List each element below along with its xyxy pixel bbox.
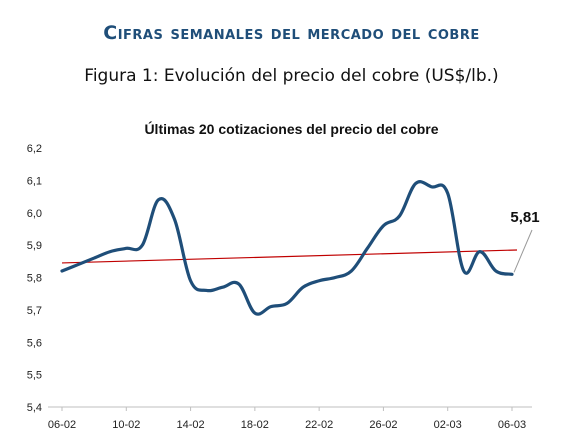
y-tick-label: 6,2 bbox=[27, 143, 42, 155]
x-tick-label: 26-02 bbox=[369, 419, 397, 430]
x-tick-label: 10-02 bbox=[112, 419, 140, 430]
x-tick-label: 22-02 bbox=[305, 419, 333, 430]
x-tick-label: 02-03 bbox=[434, 419, 462, 430]
trend-line bbox=[61, 249, 518, 264]
y-tick-label: 5,8 bbox=[27, 273, 42, 285]
y-tick-label: 6,1 bbox=[27, 175, 42, 187]
report-header: Cifras semanales del mercado del cobre bbox=[103, 22, 480, 44]
x-tick-label: 18-02 bbox=[241, 419, 269, 430]
y-tick-label: 5,6 bbox=[27, 337, 42, 349]
price-series-line bbox=[60, 180, 514, 316]
y-tick-label: 5,4 bbox=[27, 402, 42, 414]
figure-title: Figura 1: Evolución del precio del cobre… bbox=[84, 66, 499, 86]
y-tick-label: 6,0 bbox=[27, 208, 42, 220]
x-tick-label: 14-02 bbox=[177, 419, 205, 430]
y-tick-label: 5,9 bbox=[27, 240, 42, 252]
callout-leader-line bbox=[513, 229, 533, 273]
x-tick-label: 06-03 bbox=[498, 419, 526, 430]
y-tick-label: 5,7 bbox=[27, 305, 42, 317]
last-value-label: 5,81 bbox=[510, 209, 539, 226]
y-tick-label: 5,5 bbox=[27, 370, 42, 382]
x-tick-label: 06-02 bbox=[48, 419, 76, 430]
chart-title: Últimas 20 cotizaciones del precio del c… bbox=[144, 121, 439, 137]
